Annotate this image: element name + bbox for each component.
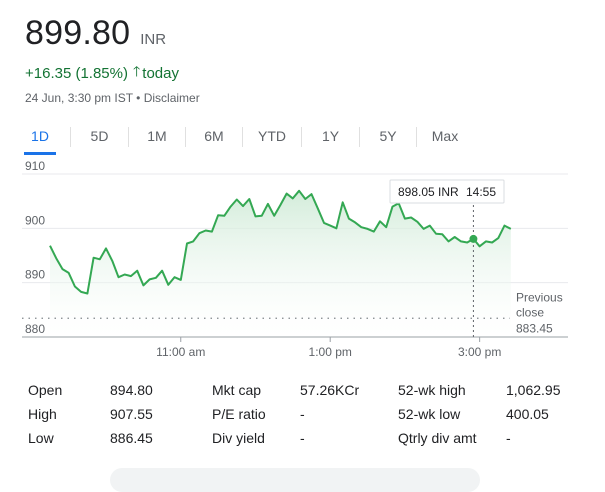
price-header: 899.80 INR [25,14,166,53]
quote-meta: 24 Jun, 3:30 pm IST • Disclaimer [25,91,200,105]
x-axis-ticks: 11:00 am 1:00 pm 3:00 pm [156,337,501,359]
x-tick-label: 11:00 am [156,345,205,359]
stat-52wkhigh-value: 1,062.95 [506,382,561,398]
stat-high-label: High [28,406,57,422]
y-tick-label: 890 [25,268,45,282]
change-amount: +16.35 (1.85%) [25,64,128,82]
y-tick-label: 880 [25,322,45,336]
stat-mktcap-value: 57.26KCr [300,382,360,398]
tab-divider [242,127,243,147]
price-change: +16.35 (1.85%) 🡑 today [25,61,179,85]
change-period: today [142,64,179,82]
x-tick-label: 1:00 pm [309,345,352,359]
disclaimer-link[interactable]: Disclaimer [143,91,200,105]
meta-separator: • [132,91,144,105]
stat-divyield-label: Div yield [212,430,265,446]
tab-divider [70,127,71,147]
more-about-button[interactable] [110,468,480,492]
stat-52wklow-value: 400.05 [506,406,549,422]
price-area-fill [50,190,511,337]
price-chart[interactable]: 880 890 900 910 11:00 am 1:00 pm 3:00 pm 898.… [0,160,605,370]
stat-low-label: Low [28,430,54,446]
tab-divider [185,127,186,147]
tooltip-time: 14:55 [466,185,496,199]
currency-code: INR [140,31,167,48]
stat-52wklow-label: 52-wk low [398,406,461,422]
quote-timestamp: 24 Jun, 3:30 pm IST [25,91,133,105]
tab-divider [301,127,302,147]
stat-open-label: Open [28,382,63,398]
tab-ytd[interactable]: YTD [258,128,286,144]
previous-close-label-line2: close [516,305,544,319]
tab-1m[interactable]: 1M [147,128,167,144]
previous-close-label: Previous [516,290,563,304]
tab-1d[interactable]: 1D [24,124,56,155]
current-price: 899.80 [25,14,131,52]
stat-pe-value: - [300,406,305,422]
up-arrow-icon: 🡑 [133,63,141,79]
tab-5d[interactable]: 5D [90,128,109,144]
y-axis-ticks: 880 890 900 910 [25,160,45,336]
stat-high-value: 907.55 [110,406,153,422]
x-tick-label: 3:00 pm [458,345,501,359]
hover-tooltip: 898.05 INR 14:55 [389,179,505,204]
tab-divider [416,127,417,147]
tab-divider [128,127,129,147]
price-series-line [49,189,512,295]
stat-open-value: 894.80 [110,382,153,398]
stat-qtrlydiv-label: Qtrly div amt [398,430,477,446]
tooltip-price: 898.05 INR [398,185,459,199]
tab-max[interactable]: Max [431,128,459,144]
range-tabs: 1D 5D 1M 6M YTD 1Y 5Y Max [24,124,473,155]
stat-mktcap-label: Mkt cap [212,382,262,398]
tab-1y[interactable]: 1Y [321,128,340,144]
tab-6m[interactable]: 6M [204,128,224,144]
stat-low-value: 886.45 [110,430,153,446]
stat-divyield-value: - [300,430,305,446]
tab-5y[interactable]: 5Y [379,128,397,144]
y-tick-label: 900 [25,213,45,227]
tab-divider [359,127,360,147]
hover-point [469,234,478,243]
previous-close-value: 883.45 [516,321,553,335]
stat-pe-label: P/E ratio [212,406,266,422]
stat-52wkhigh-label: 52-wk high [398,382,466,398]
stat-qtrlydiv-value: - [506,430,511,446]
y-tick-label: 910 [25,160,45,173]
